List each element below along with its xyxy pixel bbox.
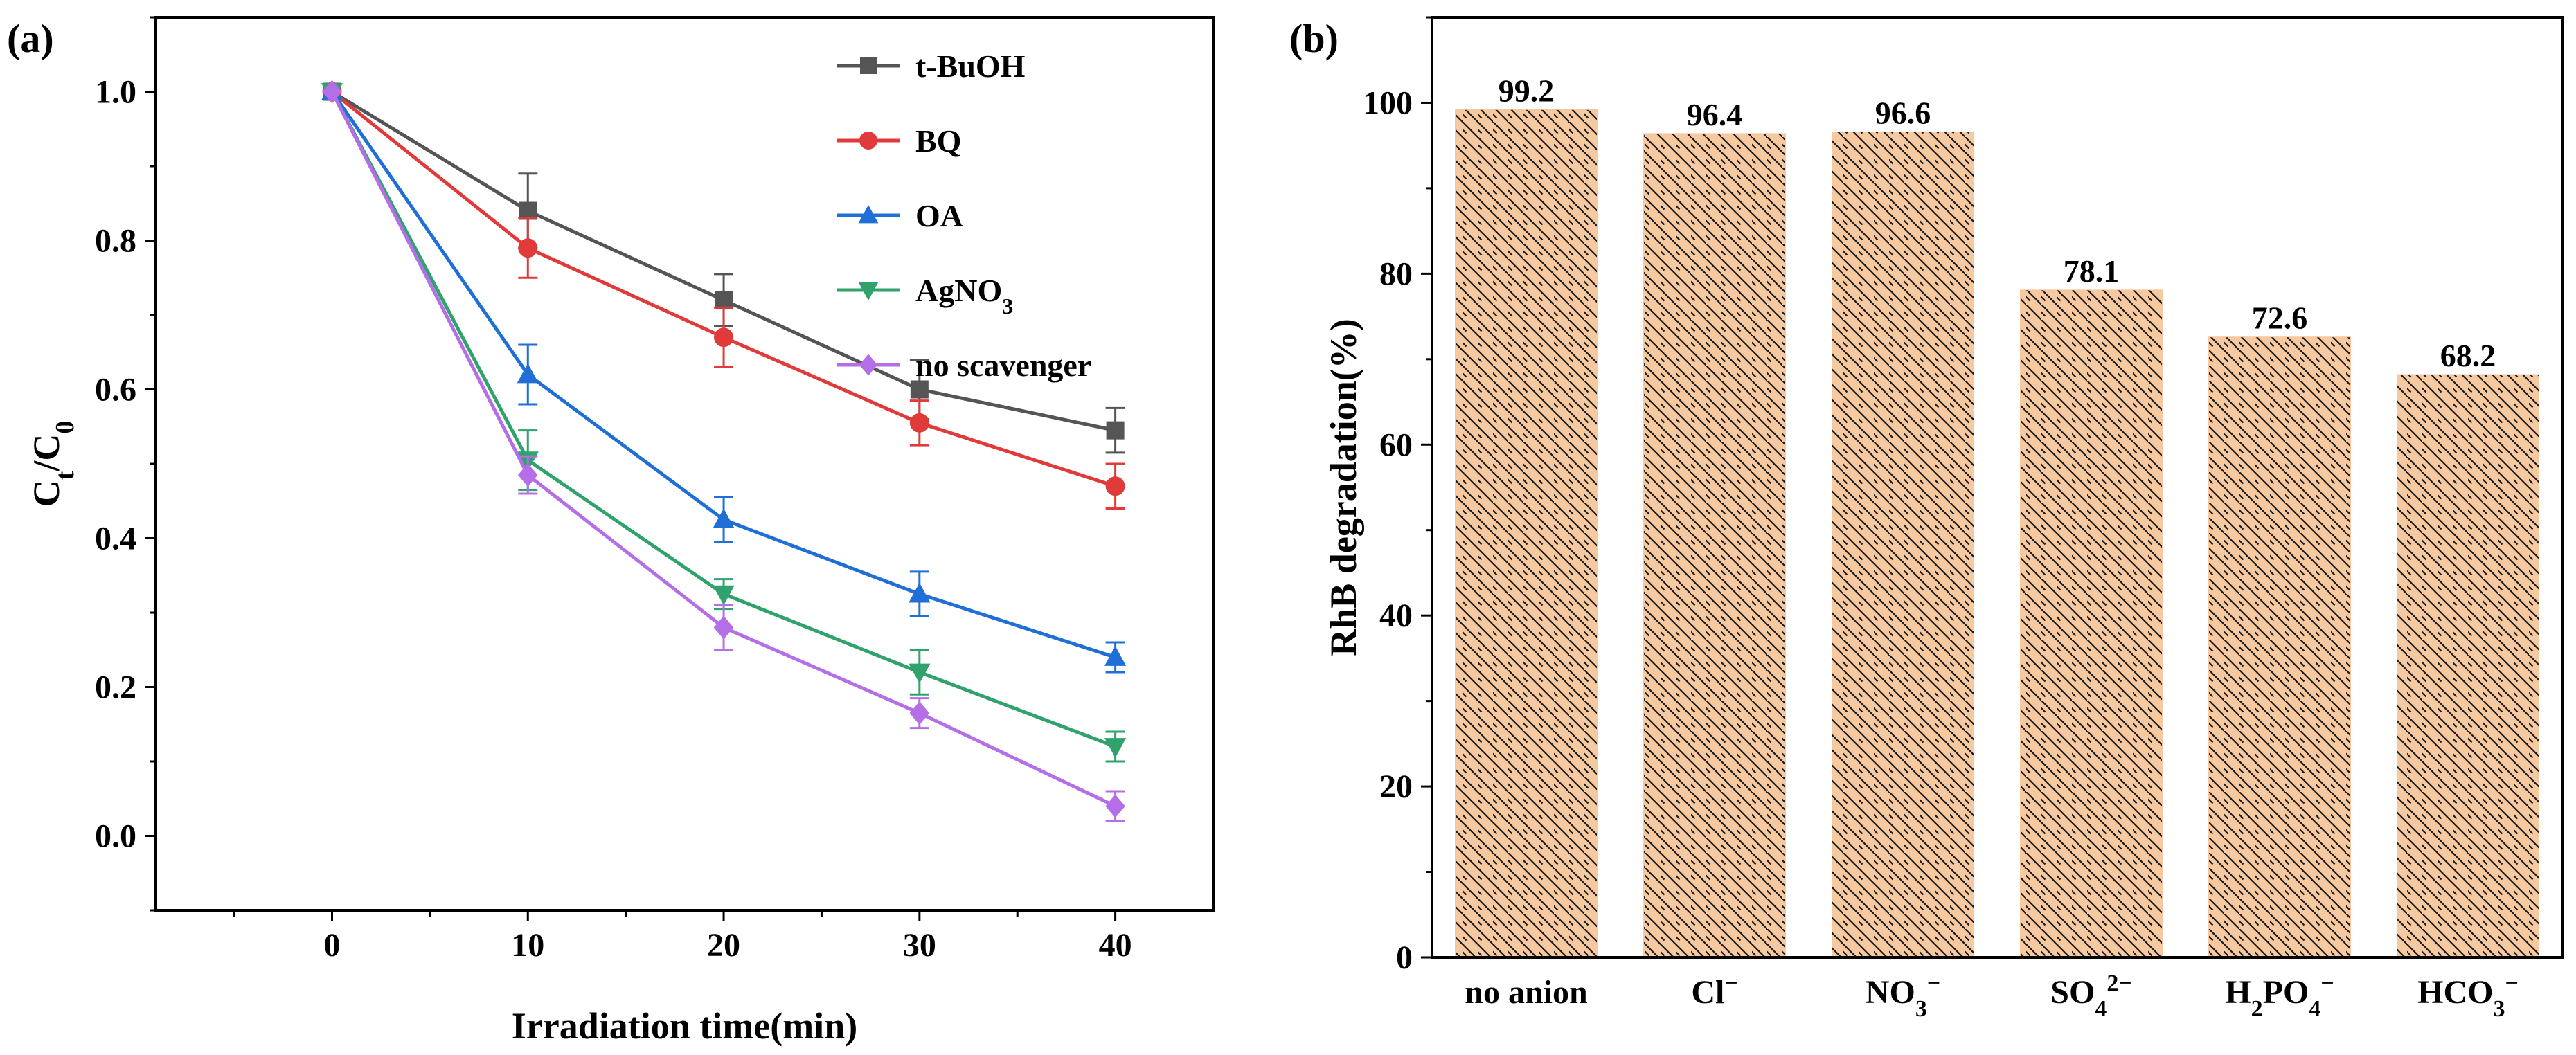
y-tick-label: 60 xyxy=(1379,426,1413,463)
bar-data-label: 78.1 xyxy=(2064,253,2120,289)
series-agno xyxy=(321,83,1127,763)
panel-b-label: (b) xyxy=(1289,16,1339,61)
legend-marker xyxy=(858,282,879,300)
series-oa xyxy=(321,80,1127,674)
bar-group: 68.2 HCO3− xyxy=(2397,338,2539,1022)
panel-a-line-chart: (a) 0 10 20 30 40 0.0 0.2 0.4 0.6 0.8 1.0 t-BuOH BQ… xyxy=(7,16,1215,1047)
bar-data-label: 99.2 xyxy=(1499,73,1555,108)
y-tick-label: 0 xyxy=(1396,939,1413,976)
data-point xyxy=(517,463,538,487)
series-no-scavenger xyxy=(322,80,1125,822)
data-point xyxy=(714,327,734,348)
panel-a-legend: t-BuOH BQ OA AgNO3 no scavenger xyxy=(837,48,1091,383)
bar-group: 78.1 SO42− xyxy=(2020,253,2163,1022)
bar-group: 96.4 Cl− xyxy=(1643,97,1786,1011)
data-point xyxy=(517,363,539,384)
data-point xyxy=(909,413,929,433)
y-tick-label: 0.4 xyxy=(95,521,136,557)
legend-entry: no scavenger xyxy=(837,348,1091,383)
legend-label: BQ xyxy=(915,123,961,159)
y-tick-label: 0.8 xyxy=(95,223,136,260)
bar-data-label: 96.6 xyxy=(1875,95,1931,130)
panel-b-bar-chart: (b) 99.2 no anion 96.4 Cl− 96.6 NO3− 78.1 SO42−… xyxy=(1289,16,2564,1022)
x-tick-label: 40 xyxy=(1099,927,1132,964)
data-point xyxy=(909,701,930,725)
data-point xyxy=(909,582,931,603)
bar-group: 99.2 no anion xyxy=(1455,73,1598,1011)
y-tick-label: 40 xyxy=(1379,597,1413,634)
data-point xyxy=(910,380,929,399)
data-point xyxy=(909,663,931,684)
bar-data-label: 72.6 xyxy=(2252,300,2308,336)
data-point xyxy=(715,291,733,309)
panel-a-series xyxy=(321,80,1127,822)
legend-label: AgNO3 xyxy=(915,273,1013,318)
bar-group: 72.6 H2PO4− xyxy=(2208,300,2351,1022)
series-bq xyxy=(322,82,1125,510)
panel-b-plot-frame xyxy=(1431,16,2564,959)
data-point xyxy=(518,238,538,258)
x-tick-label: 10 xyxy=(511,927,544,964)
x-category-label: no anion xyxy=(1465,974,1587,1011)
bar xyxy=(1643,133,1786,958)
bar xyxy=(2020,289,2163,958)
data-point xyxy=(1106,421,1125,440)
data-point xyxy=(1105,476,1125,496)
data-point xyxy=(322,80,342,104)
x-tick-label: 20 xyxy=(707,927,740,964)
y-tick-label: 80 xyxy=(1379,255,1413,292)
bar-data-label: 68.2 xyxy=(2440,338,2496,373)
legend-entry: AgNO3 xyxy=(837,273,1013,318)
bar-group: 96.6 NO3− xyxy=(1832,95,1974,1022)
legend-label: no scavenger xyxy=(915,348,1091,383)
y-tick-label: 100 xyxy=(1363,84,1413,121)
bar xyxy=(2208,336,2351,958)
legend-marker xyxy=(859,354,878,376)
legend-marker xyxy=(858,205,879,224)
data-point xyxy=(519,201,537,220)
bar xyxy=(1832,131,1974,958)
panel-a-y-axis-title: Ct/C0 xyxy=(26,421,80,507)
data-point xyxy=(1104,646,1127,666)
legend-entry: BQ xyxy=(837,123,961,159)
data-point xyxy=(713,615,734,640)
y-tick-label: 20 xyxy=(1379,768,1413,805)
series-t-buoh xyxy=(323,82,1125,454)
legend-label: t-BuOH xyxy=(915,48,1026,84)
legend-entry: t-BuOH xyxy=(837,48,1026,84)
data-point xyxy=(713,585,735,606)
bar xyxy=(1455,109,1598,958)
legend-marker xyxy=(859,132,877,150)
panel-a-ticks: 0 10 20 30 40 0.0 0.2 0.4 0.6 0.8 1.0 xyxy=(95,16,1132,964)
bar xyxy=(2397,374,2539,958)
x-category-label: H2PO4− xyxy=(2225,971,2334,1022)
x-category-label: SO42− xyxy=(2050,971,2131,1022)
x-category-label: Cl− xyxy=(1691,971,1737,1011)
panel-a-label: (a) xyxy=(7,16,54,61)
x-category-label: NO3− xyxy=(1866,971,1940,1022)
legend-entry: OA xyxy=(837,198,963,233)
y-tick-label: 0.2 xyxy=(95,669,136,706)
legend-label: OA xyxy=(915,198,963,233)
panel-b-y-axis-title: RhB degradation(%) xyxy=(1323,318,1364,656)
y-tick-label: 0.6 xyxy=(95,372,136,408)
y-tick-label: 1.0 xyxy=(95,74,136,111)
legend-marker xyxy=(860,57,877,74)
x-tick-label: 30 xyxy=(903,927,936,964)
bar-data-label: 96.4 xyxy=(1687,97,1743,132)
panel-b-bars: 99.2 no anion 96.4 Cl− 96.6 NO3− 78.1 SO42− 72.6… xyxy=(1455,73,2539,1022)
data-point xyxy=(713,508,735,528)
x-tick-label: 0 xyxy=(324,927,341,964)
x-category-label: HCO3− xyxy=(2417,971,2519,1022)
data-point xyxy=(1104,738,1127,758)
data-point xyxy=(1105,794,1125,818)
panel-a-x-axis-title: Irradiation time(min) xyxy=(512,1005,857,1047)
y-tick-label: 0.0 xyxy=(95,818,136,855)
panel-b-ticks: 0 20 40 60 80 100 xyxy=(1363,16,1432,976)
